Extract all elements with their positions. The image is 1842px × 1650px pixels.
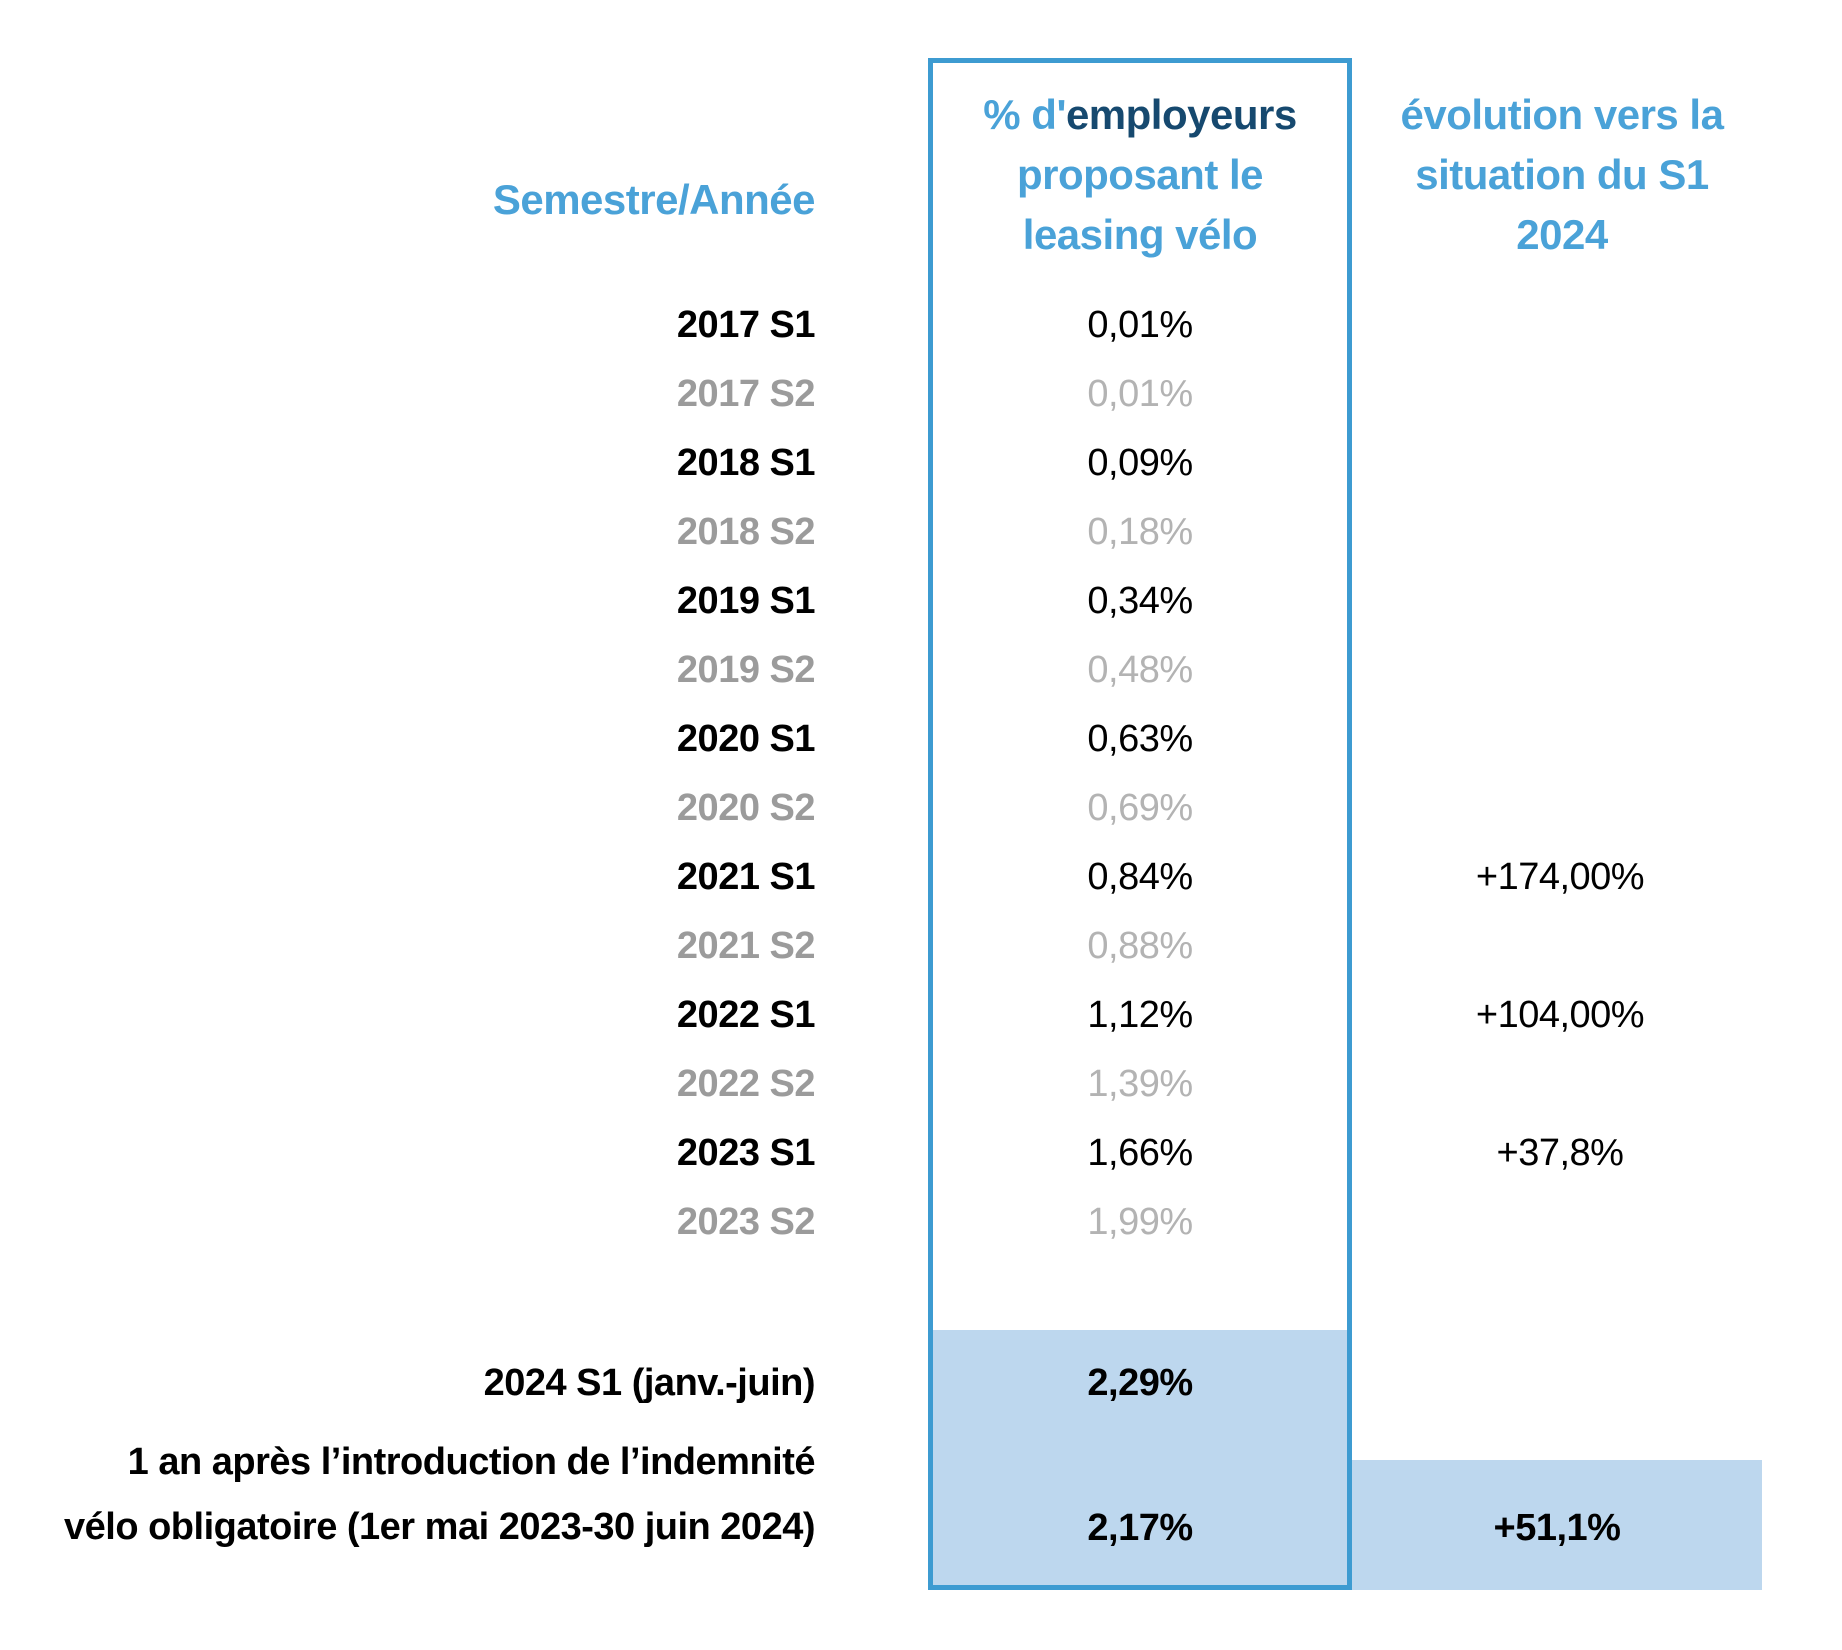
table-row: 2023 S1 1,66% +37,8% <box>0 1119 1842 1188</box>
table-row: 2022 S1 1,12% +104,00% <box>0 981 1842 1050</box>
row-value-share: 0,69% <box>1087 787 1193 829</box>
row-value-share: 0,18% <box>1087 511 1193 553</box>
row-evolution-1yr-summary: +51,1% <box>1493 1506 1621 1549</box>
table-row: 2022 S2 1,39% <box>0 1050 1842 1119</box>
row-label-semester: 2023 S1 <box>676 1132 816 1174</box>
table-row: 2018 S2 0,18% <box>0 498 1842 567</box>
row-value-evolution <box>1352 1050 1768 1119</box>
header-share-emphasis: employeurs <box>1065 91 1297 138</box>
column-header-semester: Semestre/Année <box>492 176 816 223</box>
table-row: 2017 S2 0,01% <box>0 360 1842 429</box>
row-label-semester: 2020 S2 <box>676 787 816 829</box>
table-row: 2021 S1 0,84% +174,00% <box>0 843 1842 912</box>
table-row: 2023 S2 1,99% <box>0 1188 1842 1257</box>
row-value-share: 1,66% <box>1087 1132 1193 1174</box>
row-value-share: 0,01% <box>1087 304 1193 346</box>
row-label-semester: 2022 S2 <box>676 1063 816 1105</box>
row-label-semester: 2017 S2 <box>676 373 816 415</box>
row-value-evolution <box>1352 567 1768 636</box>
header-share-line1: % d'employeurs <box>930 85 1350 145</box>
table-row: 2020 S2 0,69% <box>0 774 1842 843</box>
table-row: 2019 S2 0,48% <box>0 636 1842 705</box>
row-label-1yr-summary: 1 an après l’introduction de l’indemnité… <box>0 1430 816 1560</box>
header-share-prefix: % d' <box>983 91 1066 138</box>
row-label-semester: 2019 S1 <box>676 580 816 622</box>
row-value-evolution <box>1352 912 1768 981</box>
row-value-evolution: +174,00% <box>1475 856 1645 898</box>
row-value-share: 0,88% <box>1087 925 1193 967</box>
row-value-evolution <box>1352 1188 1768 1257</box>
row-value-share: 1,12% <box>1087 994 1193 1036</box>
row-value-share: 0,63% <box>1087 718 1193 760</box>
row-value-evolution <box>1352 291 1768 360</box>
row-value-share: 0,48% <box>1087 649 1193 691</box>
row-label-semester: 2017 S1 <box>676 304 816 346</box>
row-value-share: 0,34% <box>1087 580 1193 622</box>
row-value-evolution <box>1352 705 1768 774</box>
header-share-line2: proposant le <box>1016 151 1264 198</box>
table-row: 2021 S2 0,88% <box>0 912 1842 981</box>
table-row: 2017 S1 0,01% <box>0 291 1842 360</box>
table-row: 2019 S1 0,34% <box>0 567 1842 636</box>
row-label-semester: 2021 S2 <box>676 925 816 967</box>
highlight-2024-share-cells <box>930 1330 1350 1586</box>
header-evolution-line1: évolution vers la <box>1400 91 1724 138</box>
header-evolution-line3: 2024 <box>1516 211 1608 258</box>
row-value-evolution: +104,00% <box>1475 994 1645 1036</box>
row-label-1yr-line1: 1 an après l’introduction de l’indemnité <box>127 1441 816 1483</box>
row-value-share: 0,01% <box>1087 373 1193 415</box>
row-value-share: 1,99% <box>1087 1201 1193 1243</box>
row-label-2024-s1: 2024 S1 (janv.-juin) <box>483 1361 816 1404</box>
row-value-share: 0,09% <box>1087 442 1193 484</box>
row-value-2024-s1: 2,29% <box>1087 1361 1193 1404</box>
header-share-line3: leasing vélo <box>1022 211 1258 258</box>
table-row-2024-s1: 2024 S1 (janv.-juin) 2,29% <box>0 1350 1842 1416</box>
row-label-semester: 2018 S2 <box>676 511 816 553</box>
row-value-evolution: +37,8% <box>1496 1132 1624 1174</box>
table-row: 2018 S1 0,09% <box>0 429 1842 498</box>
column-header-evolution: évolution vers la situation du S1 2024 <box>1352 85 1772 265</box>
row-value-evolution <box>1352 636 1768 705</box>
row-value-share: 1,39% <box>1087 1063 1193 1105</box>
row-label-1yr-line2: vélo obligatoire (1er mai 2023-30 juin 2… <box>64 1506 816 1548</box>
row-label-semester: 2018 S1 <box>676 442 816 484</box>
row-value-evolution <box>1352 429 1768 498</box>
row-value-evolution <box>1352 360 1768 429</box>
highlight-evolution-cell <box>1352 1460 1762 1590</box>
row-label-semester: 2019 S2 <box>676 649 816 691</box>
row-label-semester: 2022 S1 <box>676 994 816 1036</box>
row-value-evolution <box>1352 498 1768 567</box>
row-label-semester: 2021 S1 <box>676 856 816 898</box>
column-header-share: % d'employeurs proposant le leasing vélo <box>930 85 1350 265</box>
header-evolution-line2: situation du S1 <box>1415 151 1709 198</box>
row-value-evolution <box>1352 774 1768 843</box>
row-label-semester: 2023 S2 <box>676 1201 816 1243</box>
row-label-semester: 2020 S1 <box>676 718 816 760</box>
row-value-1yr-summary: 2,17% <box>1087 1506 1193 1549</box>
table-row: 2020 S1 0,63% <box>0 705 1842 774</box>
row-value-share: 0,84% <box>1087 856 1193 898</box>
